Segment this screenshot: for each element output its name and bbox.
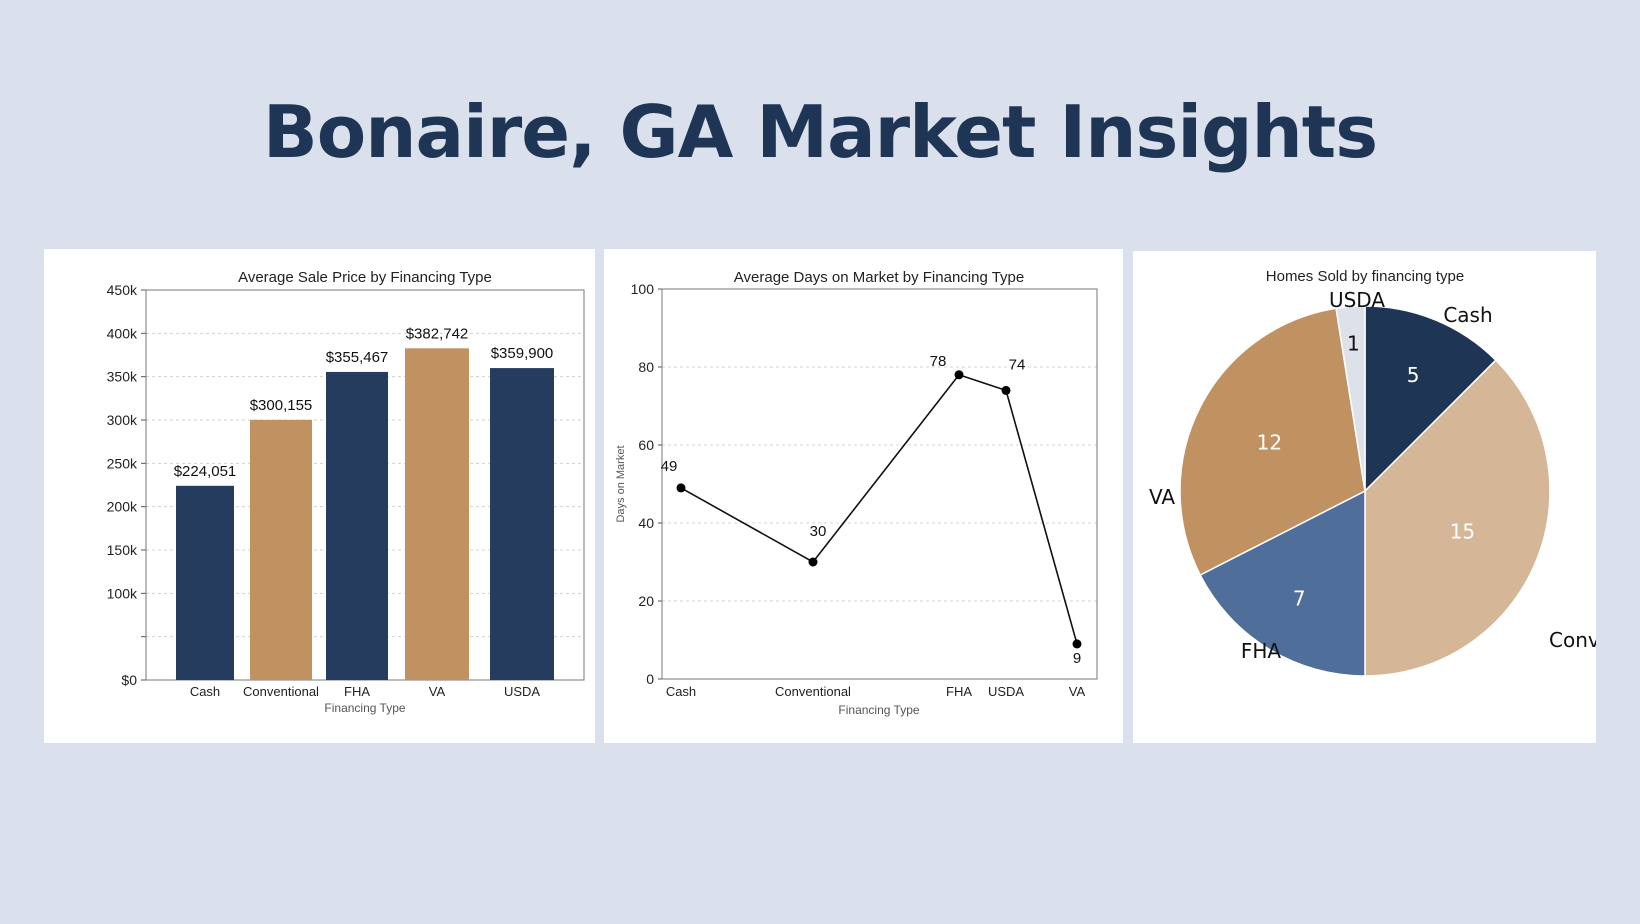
line-x-axis-label: Financing Type bbox=[838, 703, 919, 717]
bar-data-label: $224,051 bbox=[174, 463, 237, 480]
pie-slice-cash bbox=[1364, 305, 1497, 493]
line-point-va bbox=[1072, 639, 1082, 649]
bar-x-tick-label: Conventional bbox=[243, 684, 319, 699]
line-x-tick-label: FHA bbox=[946, 684, 972, 699]
line-x-tick-label: Cash bbox=[666, 684, 696, 699]
line-y-tick-label: 40 bbox=[638, 515, 654, 531]
line-y-tick-label: 80 bbox=[638, 359, 654, 375]
pie-category-label: FHA bbox=[1241, 639, 1282, 663]
line-data-label: 9 bbox=[1073, 650, 1081, 667]
page-title: Bonaire, GA Market Insights bbox=[262, 90, 1378, 174]
pie-chart-title: Homes Sold by financing type bbox=[1266, 268, 1464, 285]
line-point-cash bbox=[676, 483, 686, 493]
line-y-axis-label: Days on Market bbox=[615, 445, 627, 522]
line-data-label: 30 bbox=[810, 523, 827, 540]
bar-x-tick-label: FHA bbox=[344, 684, 370, 699]
bar-data-label: $359,900 bbox=[491, 345, 554, 362]
line-y-tick-label: 20 bbox=[638, 593, 654, 609]
bar-x-axis-label: Financing Type bbox=[324, 701, 405, 715]
line-y-tick-label: 100 bbox=[631, 281, 655, 297]
bar-y-tick-label: 250k bbox=[107, 455, 138, 471]
bar-data-label: $355,467 bbox=[326, 349, 389, 366]
bar-chart-title: Average Sale Price by Financing Type bbox=[238, 269, 492, 286]
bar-data-label: $300,155 bbox=[250, 397, 313, 414]
bar-x-tick-label: USDA bbox=[504, 684, 540, 699]
pie-category-label: Cash bbox=[1443, 303, 1492, 327]
bar-y-tick-label: 450k bbox=[107, 282, 138, 298]
bar-y-tick-label: 350k bbox=[107, 369, 138, 385]
line-x-tick-label: USDA bbox=[988, 684, 1024, 699]
pie-value-label: 12 bbox=[1257, 430, 1282, 454]
bar-usda bbox=[490, 368, 554, 680]
pie-slice-fha bbox=[1199, 489, 1366, 677]
pie-category-label: Conventional bbox=[1549, 628, 1596, 652]
line-point-usda bbox=[1001, 385, 1011, 395]
average-days-on-market-chart-panel: Average Days on Market by Financing Type… bbox=[604, 249, 1123, 743]
line-y-tick-label: 0 bbox=[646, 671, 654, 687]
homes-sold-pie-chart: Homes Sold by financing type 5 Cash 15 Conve… bbox=[1149, 268, 1596, 677]
line-data-label: 78 bbox=[930, 353, 947, 370]
line-point-fha bbox=[954, 370, 964, 380]
bar-y-tick-label: 200k bbox=[107, 499, 138, 515]
bar-x-tick-label: Cash bbox=[190, 684, 220, 699]
pie-category-label: VA bbox=[1149, 485, 1175, 509]
pie-value-label: 7 bbox=[1293, 586, 1306, 610]
pie-value-label: 15 bbox=[1450, 519, 1475, 543]
pie-slice-conventional bbox=[1364, 359, 1551, 677]
average-sale-price-bar-chart: Average Sale Price by Financing Type $0 10… bbox=[107, 269, 585, 715]
pie-slice-va bbox=[1179, 307, 1366, 576]
bar-cash bbox=[176, 485, 234, 680]
bar-data-label: $382,742 bbox=[406, 325, 469, 342]
bar-conventional bbox=[250, 419, 312, 680]
line-point-conventional bbox=[808, 557, 818, 567]
line-data-label: 49 bbox=[661, 458, 678, 475]
pie-category-label: USDA bbox=[1329, 288, 1385, 312]
line-x-tick-label: VA bbox=[1069, 684, 1086, 699]
homes-sold-chart-panel: Homes Sold by financing type 5 Cash 15 Conve… bbox=[1133, 251, 1596, 743]
line-data-label: 74 bbox=[1009, 356, 1026, 373]
pie-slice-usda bbox=[1335, 305, 1366, 492]
average-sale-price-chart-panel: Average Sale Price by Financing Type $0 10… bbox=[44, 249, 595, 743]
bar-y-tick-label: 300k bbox=[107, 412, 138, 428]
pie-value-label: 5 bbox=[1407, 363, 1420, 387]
bar-y-tick-label: 400k bbox=[107, 325, 138, 341]
line-series bbox=[680, 373, 1078, 645]
average-days-on-market-line-chart: Average Days on Market by Financing Type… bbox=[615, 269, 1098, 717]
bar-fha bbox=[326, 371, 388, 680]
line-y-tick-label: 60 bbox=[638, 437, 654, 453]
line-chart-title: Average Days on Market by Financing Type bbox=[734, 269, 1024, 286]
line-x-tick-label: Conventional bbox=[775, 684, 851, 699]
bar-y-tick-label: 150k bbox=[107, 542, 138, 558]
bar-y-tick-label: $0 bbox=[121, 672, 137, 688]
pie-value-label: 1 bbox=[1347, 331, 1360, 355]
bar-y-tick-label: 100k bbox=[107, 585, 138, 601]
bar-va bbox=[405, 348, 469, 680]
bar-x-tick-label: VA bbox=[429, 684, 446, 699]
line-plot-frame bbox=[661, 288, 1098, 680]
